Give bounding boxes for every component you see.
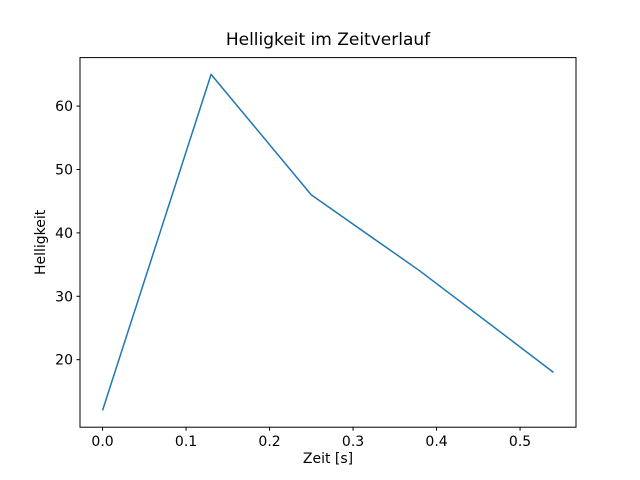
- x-tick-label: 0.1: [175, 434, 197, 450]
- x-tick-label: 0.0: [91, 434, 113, 450]
- x-tick-label: 0.2: [258, 434, 280, 450]
- x-tick-label: 0.5: [509, 434, 531, 450]
- chart-title: Helligkeit im Zeitverlauf: [226, 30, 431, 50]
- data-line: [101, 73, 554, 411]
- y-tick-label: 60: [55, 99, 73, 115]
- y-tick-label: 40: [55, 226, 73, 242]
- x-axis-label: Zeit [s]: [303, 451, 353, 467]
- x-tick-label: 0.4: [425, 434, 447, 450]
- y-tick-label: 20: [55, 353, 73, 369]
- x-axis-ticks: 0.0 0.1 0.2 0.3 0.4 0.5: [91, 427, 531, 450]
- x-tick-label: 0.3: [342, 434, 364, 450]
- axes-frame: [79, 57, 577, 428]
- y-tick-label: 30: [55, 289, 73, 305]
- y-tick-label: 50: [55, 162, 73, 178]
- y-axis-ticks: 20 30 40 50 60: [55, 99, 80, 369]
- y-axis-label: Helligkeit: [33, 209, 49, 275]
